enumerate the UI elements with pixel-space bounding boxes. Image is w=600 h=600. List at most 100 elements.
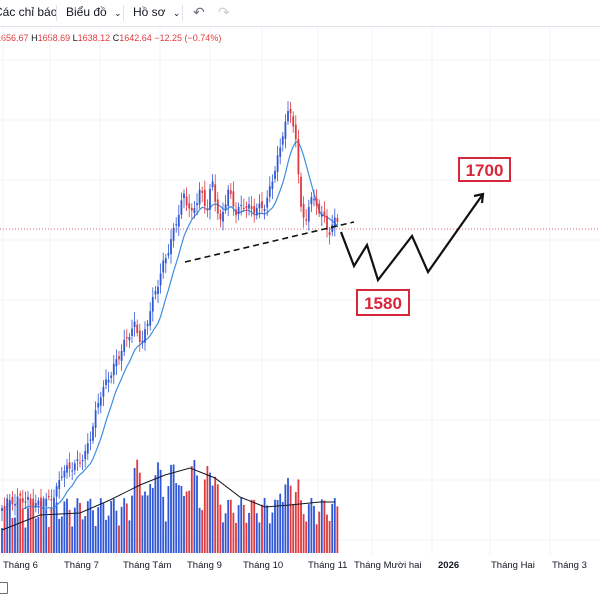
profile-button[interactable]: Hồ sơ ⌄ [133,5,180,19]
volume-bar [138,472,141,553]
candle-body [97,403,100,408]
candle-body [279,147,282,157]
volume-bar [248,512,250,553]
candle-body [105,379,107,386]
volume-bar [294,492,297,553]
candle-body [32,498,35,507]
volume-bar [300,500,302,553]
volume-bar [188,490,191,553]
candle-body [19,493,22,496]
candle-body [318,203,321,214]
candle-body [232,191,235,207]
volume-bar [177,485,180,553]
volume-bar [175,483,178,553]
candle-body [68,462,71,469]
candle-body [27,496,29,500]
candle-body [42,506,45,508]
candle-body [151,296,154,312]
candle-body [79,462,81,464]
volume-bar [60,516,63,553]
candle-body [71,470,74,472]
candle-body [89,439,92,441]
candle-body [284,121,287,139]
volume-bar [255,513,258,553]
candle-body [255,208,258,216]
ohlc-legend: 1656.67 H1658.69 L1638.12 C1642.64 −12.2… [0,33,221,43]
candle-body [167,253,170,256]
volume-bar [307,504,310,553]
drawing-tool-icon[interactable] [0,582,8,594]
candle-body [138,330,141,343]
x-tick-label: Tháng 7 [64,560,99,571]
volume-bar [63,501,66,553]
undo-icon[interactable]: ↶ [193,4,205,20]
volume-bar [71,526,74,553]
candle-body [128,336,131,341]
volume-bars [1,459,339,553]
volume-bar [131,495,133,553]
volume-bar [263,498,266,553]
toolbar-divider [123,5,124,21]
candle-body [24,501,27,503]
candle-body [193,208,196,214]
volume-bar [27,508,29,553]
volume-bar [196,475,198,553]
target-1700-box [458,157,511,182]
x-tick-label: Tháng Tám [123,560,171,571]
x-tick-label: 2026 [438,560,459,571]
candle-body [14,503,16,506]
candle-body [276,155,279,172]
volume-bar [118,525,120,553]
candle-body [336,218,339,222]
candle-body [248,204,250,209]
volume-bar [302,514,305,553]
candle-body [333,217,336,227]
volume-bar [1,528,3,553]
volume-bar [6,498,9,553]
candle-body [274,170,276,179]
volume-bar [211,485,214,553]
candle-body [258,203,261,209]
volume-bar [99,498,102,553]
volume-bar [21,509,24,553]
volume-bar [68,509,71,553]
volume-bar [297,479,300,553]
candle-body [73,463,76,471]
volume-bar [276,500,279,553]
candle-body [242,207,245,210]
volume-bar [40,501,42,553]
candle-body [201,190,204,193]
candle-body [305,219,308,221]
chart-type-button[interactable]: Biểu đồ ⌄ [66,5,122,19]
candle-body [76,459,79,462]
x-tick-label: Tháng 11 [308,560,347,571]
candle-body [60,476,63,478]
volume-bar [81,519,84,553]
candle-body [102,386,105,397]
volume-bar [222,522,224,553]
chart-type-label: Biểu đồ [66,5,107,19]
volume-bar [315,524,318,553]
volume-bar [157,462,159,553]
change-value: −12.25 (−0.74%) [154,33,222,43]
volume-bar [84,516,87,553]
candle-body [331,224,334,233]
candle-body [326,215,328,230]
volume-bar [133,467,136,553]
candle-body [190,207,193,211]
candle-body [50,499,53,501]
x-tick-label: Tháng 10 [243,560,283,571]
candle-body [146,323,149,327]
candle-body [123,339,126,352]
candle-body [118,356,120,360]
candle-body [149,311,152,326]
candle-body [263,209,266,211]
volume-bar [66,498,68,553]
candle-body [112,363,115,376]
top-toolbar: Các chỉ báo Biểu đồ ⌄ Hồ sơ ⌄ ↶ ↷ [0,0,600,27]
candle-body [180,200,183,215]
high-value: 1658.69 [37,33,71,43]
indicators-button[interactable]: Các chỉ báo [0,5,58,19]
candle-body [37,500,40,506]
